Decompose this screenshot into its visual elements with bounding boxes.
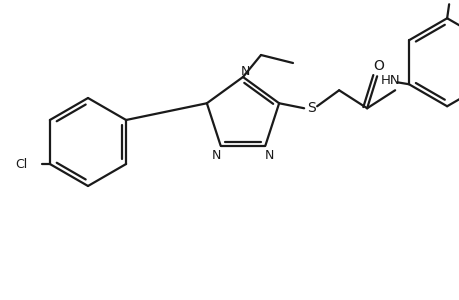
Text: N: N bbox=[240, 64, 249, 77]
Text: N: N bbox=[264, 149, 274, 162]
Text: Cl: Cl bbox=[442, 0, 454, 1]
Text: O: O bbox=[373, 59, 384, 73]
Text: S: S bbox=[306, 101, 315, 115]
Text: N: N bbox=[212, 149, 221, 162]
Text: HN: HN bbox=[380, 74, 399, 87]
Text: Cl: Cl bbox=[16, 158, 28, 170]
